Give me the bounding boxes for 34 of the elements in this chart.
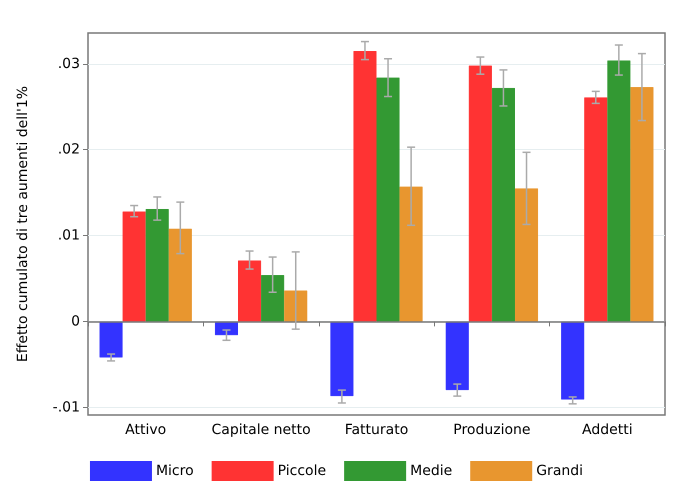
x-tick-label: Addetti xyxy=(582,422,633,438)
bar xyxy=(353,51,376,322)
bar xyxy=(284,290,308,322)
legend-label: Piccole xyxy=(278,463,326,479)
bar xyxy=(146,208,169,322)
legend-label: Micro xyxy=(156,463,194,479)
bar xyxy=(261,275,284,322)
bar xyxy=(400,186,423,322)
x-tick-label: Capitale netto xyxy=(212,422,311,438)
y-axis-title: Effetto cumulato di tre aumenti dell'1% xyxy=(15,86,31,362)
bar xyxy=(468,66,492,322)
bar xyxy=(514,188,538,322)
x-tick-label: Fatturato xyxy=(344,422,408,438)
bar xyxy=(330,321,354,396)
bar xyxy=(607,60,630,322)
bar xyxy=(376,78,400,322)
y-tick-label: 0 xyxy=(71,313,80,330)
bar xyxy=(100,321,123,358)
y-tick-label: .02 xyxy=(58,142,80,158)
x-tick-label: Produzione xyxy=(453,422,531,438)
y-tick-label: .03 xyxy=(58,56,80,72)
bar xyxy=(238,260,262,322)
bar xyxy=(122,212,146,322)
legend-label: Grandi xyxy=(536,463,584,479)
bar xyxy=(168,228,192,322)
bar xyxy=(584,97,608,322)
x-tick-label: Attivo xyxy=(125,422,166,438)
y-tick-label: .01 xyxy=(58,228,80,244)
bar xyxy=(561,321,584,400)
legend-label: Medie xyxy=(410,463,452,479)
y-tick-label: -.01 xyxy=(52,399,80,416)
bar xyxy=(446,321,469,390)
bar xyxy=(630,87,654,322)
bar xyxy=(492,88,515,322)
